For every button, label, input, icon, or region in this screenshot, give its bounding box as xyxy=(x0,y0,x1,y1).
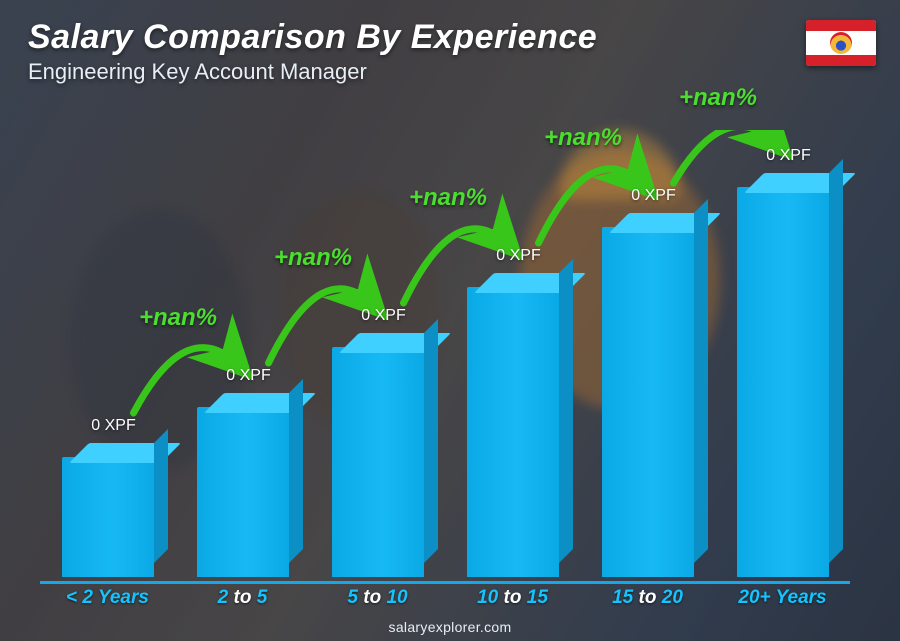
x-category-3: 10 to 15 xyxy=(453,587,573,609)
x-category-1: 2 to 5 xyxy=(183,587,303,609)
pct-label-3: +nan% xyxy=(409,184,487,212)
chart-subtitle: Engineering Key Account Manager xyxy=(28,59,597,85)
footer-attribution: salaryexplorer.com xyxy=(0,619,900,635)
flag-band-top xyxy=(806,20,876,31)
bar-5 xyxy=(723,187,843,577)
value-label-5: 0 XPF xyxy=(719,147,859,165)
x-category-5: 20+ Years xyxy=(723,587,843,609)
country-flag xyxy=(806,20,876,66)
pct-label-5: +nan% xyxy=(679,84,757,112)
value-label-4: 0 XPF xyxy=(584,187,724,205)
bar-1 xyxy=(183,407,303,577)
value-label-1: 0 XPF xyxy=(179,367,319,385)
bar-0 xyxy=(48,457,168,577)
bar-2 xyxy=(318,347,438,577)
title-block: Salary Comparison By Experience Engineer… xyxy=(28,18,597,85)
flag-emblem xyxy=(830,32,852,54)
value-label-3: 0 XPF xyxy=(449,247,589,265)
chart-area: 0 XPF0 XPF0 XPF0 XPF0 XPF0 XPF+nan%+nan%… xyxy=(40,130,850,577)
pct-label-1: +nan% xyxy=(139,304,217,332)
value-label-2: 0 XPF xyxy=(314,307,454,325)
bar-3 xyxy=(453,287,573,577)
infographic-stage: Salary Comparison By Experience Engineer… xyxy=(0,0,900,641)
x-category-2: 5 to 10 xyxy=(318,587,438,609)
pct-label-4: +nan% xyxy=(544,124,622,152)
value-label-0: 0 XPF xyxy=(44,417,184,435)
x-category-4: 15 to 20 xyxy=(588,587,708,609)
pct-label-2: +nan% xyxy=(274,244,352,272)
chart-title: Salary Comparison By Experience xyxy=(28,18,597,57)
x-category-0: < 2 Years xyxy=(48,587,168,609)
bar-4 xyxy=(588,227,708,577)
flag-band-bottom xyxy=(806,55,876,66)
x-axis: < 2 Years 2 to 5 5 to 10 10 to 15 15 to 20 20… xyxy=(40,581,850,611)
